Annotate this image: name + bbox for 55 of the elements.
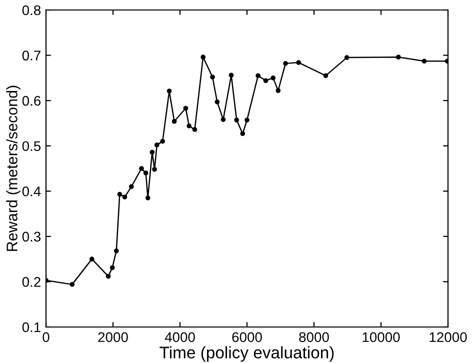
y-tick-label: 0.8 <box>22 5 41 16</box>
y-tick-label: 0.7 <box>22 50 40 60</box>
x-tick-label: 12000 <box>430 332 467 342</box>
y-axis-title: Reward (meters/second) <box>6 86 20 251</box>
y-tick-label: 0.4 <box>22 186 41 196</box>
point <box>110 265 115 270</box>
point <box>323 73 328 78</box>
point <box>256 73 260 78</box>
point <box>200 54 206 60</box>
point <box>192 127 198 132</box>
point <box>172 118 177 124</box>
point <box>186 124 192 128</box>
y-tick-label: 0.2 <box>22 277 40 287</box>
point <box>283 61 288 66</box>
point <box>228 72 234 78</box>
point <box>220 117 226 122</box>
point <box>143 170 148 176</box>
point <box>234 118 240 122</box>
point <box>145 196 150 200</box>
y-tick-label: 0.1 <box>22 322 40 332</box>
point <box>270 76 276 80</box>
point <box>344 55 350 60</box>
x-tick-label: 2000 <box>98 332 128 342</box>
point <box>214 100 220 104</box>
point <box>183 106 188 111</box>
point <box>152 166 157 172</box>
point <box>89 256 94 262</box>
x-axis-title: Time (policy evaluation) <box>160 346 334 362</box>
point <box>70 282 75 287</box>
point <box>276 88 281 94</box>
x-tick-label: 10000 <box>362 332 400 342</box>
point <box>122 194 128 200</box>
point <box>106 274 111 279</box>
point <box>240 131 246 136</box>
x-tick-label: 4000 <box>164 332 195 342</box>
y-tick-label: 0.6 <box>22 96 41 106</box>
point <box>422 58 427 64</box>
point <box>263 78 268 84</box>
x-tick-label: 6000 <box>232 332 262 342</box>
point <box>160 138 166 144</box>
point <box>296 60 302 65</box>
point <box>210 74 215 80</box>
point <box>166 88 172 94</box>
y-tick-label: 0.3 <box>22 232 41 242</box>
y-tick-label: 0.5 <box>22 141 41 152</box>
point <box>244 118 250 122</box>
point <box>154 142 160 148</box>
point <box>117 192 122 197</box>
x-tick-label: 0 <box>42 332 50 342</box>
x-tick-label: 8000 <box>299 332 329 342</box>
point <box>128 184 134 190</box>
point <box>139 166 144 171</box>
point <box>150 150 155 155</box>
point <box>396 54 401 60</box>
point <box>114 248 119 254</box>
